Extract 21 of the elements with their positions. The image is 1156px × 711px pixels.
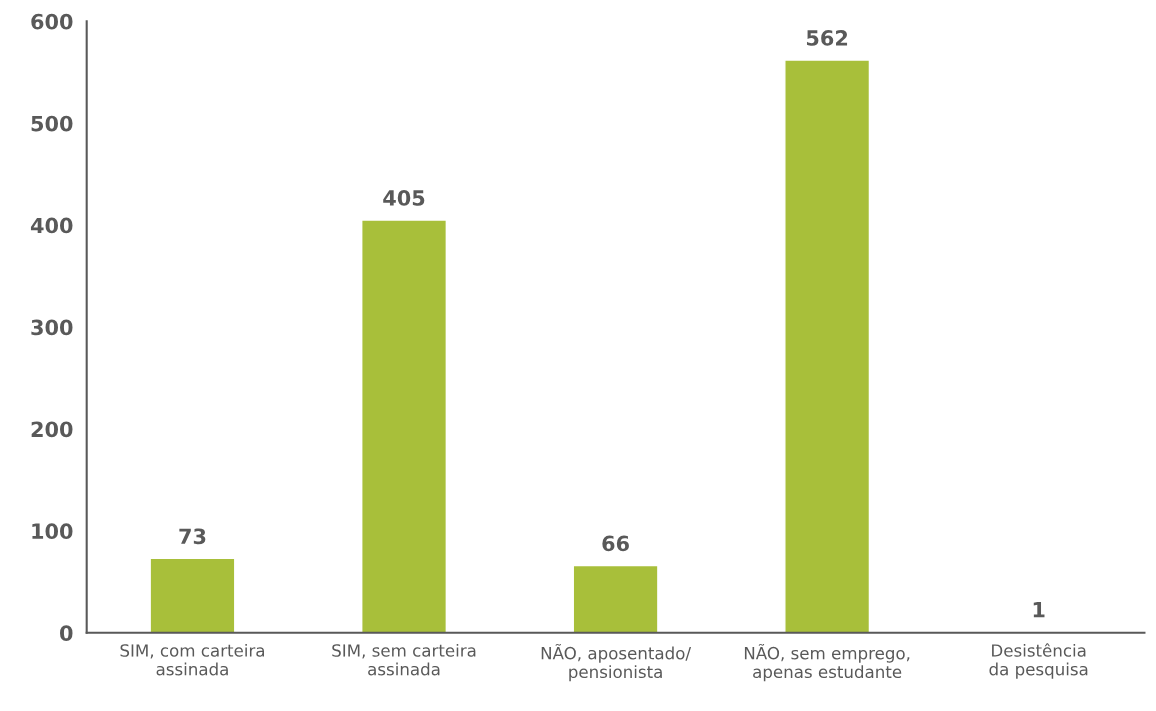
y-tick-label: 100 [32,523,73,540]
x-tick-label: NÃO, sem emprego, apenas estudante [744,643,910,682]
y-tick-label: 0 [60,625,73,641]
x-tick-label: SIM, sem carteira assinada [332,643,476,676]
y-tick-label: 300 [31,319,73,336]
y-tick-label: 200 [31,421,73,438]
data-label: 562 [806,30,848,46]
y-tick-label: 600 [31,13,73,30]
x-tick-label: NÃO, aposentado/ pensionista [541,643,692,682]
x-tick-label: SIM, com carteira assinada [120,643,264,676]
data-label: 66 [602,535,629,552]
data-label: 73 [179,528,206,545]
data-label: 1 [1033,602,1045,618]
bar [784,59,871,633]
data-label: 405 [383,190,425,206]
x-tick-label: Desistência da pesquisa [989,643,1088,679]
bar [572,564,659,633]
bar [149,557,236,633]
y-tick-label: 400 [30,217,73,234]
bar [361,219,448,633]
y-tick-label: 500 [31,115,73,132]
